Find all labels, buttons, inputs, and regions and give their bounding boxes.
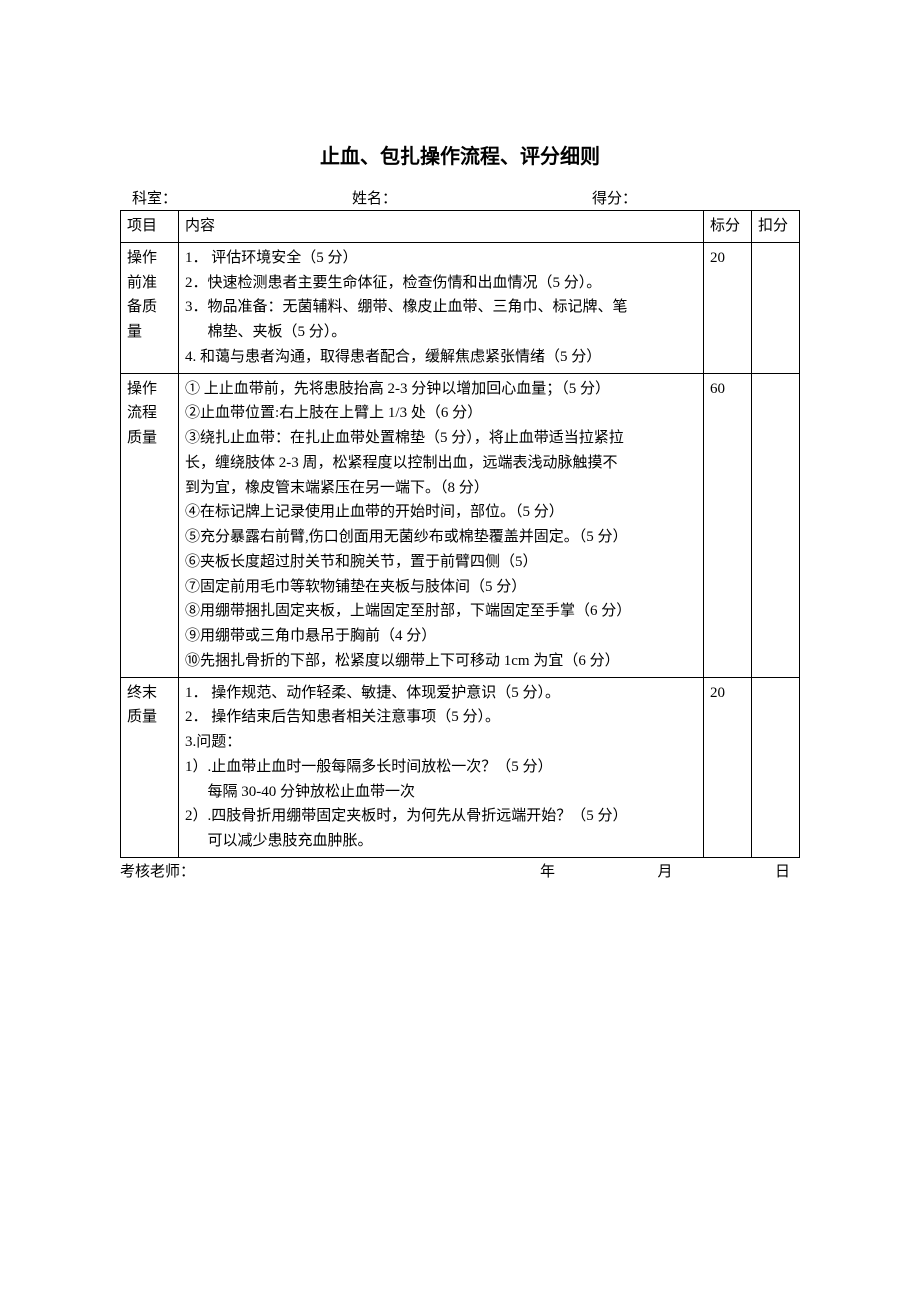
content-line: ⑨用绷带或三角巾悬吊于胸前（4 分） [185, 624, 697, 649]
footer-fields: 考核老师： 年 月 日 [120, 860, 800, 881]
cell-content: ① 上止血带前，先将患肢抬高 2-3 分钟以增加回心血量；（5 分）②止血带位置… [179, 373, 704, 677]
content-line: 1． 操作规范、动作轻柔、敏捷、体现爱护意识（5 分）。 [185, 681, 697, 706]
cell-content: 1． 评估环境安全（5 分）2．快速检测患者主要生命体征，检查伤情和出血情况（5… [179, 242, 704, 373]
cell-deduct [752, 242, 800, 373]
content-line: 2． 操作结束后告知患者相关注意事项（5 分）。 [185, 705, 697, 730]
header-fields: 科室： 姓名： 得分： [120, 187, 800, 208]
table-row: 终末质量1． 操作规范、动作轻柔、敏捷、体现爱护意识（5 分）。2． 操作结束后… [121, 677, 800, 857]
col-header-item: 项目 [121, 211, 179, 243]
content-line: ⑥夹板长度超过肘关节和腕关节，置于前臂四侧（5） [185, 550, 697, 575]
col-header-score: 标分 [704, 211, 752, 243]
content-line: 可以减少患肢充血肿胀。 [185, 829, 697, 854]
table-row: 操作前准备质量1． 评估环境安全（5 分）2．快速检测患者主要生命体征，检查伤情… [121, 242, 800, 373]
content-line: 每隔 30-40 分钟放松止血带一次 [185, 780, 697, 805]
content-line: ① 上止血带前，先将患肢抬高 2-3 分钟以增加回心血量；（5 分） [185, 377, 697, 402]
content-line: ⑧用绷带捆扎固定夹板，上端固定至肘部，下端固定至手掌（6 分） [185, 599, 697, 624]
score-label: 得分： [592, 187, 800, 208]
table-header-row: 项目 内容 标分 扣分 [121, 211, 800, 243]
content-line: 2）.四肢骨折用绷带固定夹板时，为何先从骨折远端开始？（5 分） [185, 804, 697, 829]
document-title: 止血、包扎操作流程、评分细则 [120, 140, 800, 169]
cell-deduct [752, 677, 800, 857]
cell-content: 1． 操作规范、动作轻柔、敏捷、体现爱护意识（5 分）。2． 操作结束后告知患者… [179, 677, 704, 857]
content-line: 长，缠绕肢体 2-3 周，松紧程度以控制出血，远端表浅动脉触摸不 [185, 451, 697, 476]
content-line: 1． 评估环境安全（5 分） [185, 246, 697, 271]
content-line: ⑦固定前用毛巾等软物铺垫在夹板与肢体间（5 分） [185, 575, 697, 600]
scoring-table: 项目 内容 标分 扣分 操作前准备质量1． 评估环境安全（5 分）2．快速检测患… [120, 210, 800, 858]
content-line: 3．物品准备：无菌辅料、绷带、橡皮止血带、三角巾、标记牌、笔 [185, 295, 697, 320]
cell-item: 终末质量 [121, 677, 179, 857]
cell-deduct [752, 373, 800, 677]
content-line: ②止血带位置:右上肢在上臂上 1/3 处（6 分） [185, 401, 697, 426]
content-line: ③绕扎止血带：在扎止血带处置棉垫（5 分），将止血带适当拉紧拉 [185, 426, 697, 451]
date-fields: 年 月 日 [540, 860, 800, 881]
cell-item: 操作流程质量 [121, 373, 179, 677]
table-row: 操作流程质量① 上止血带前，先将患肢抬高 2-3 分钟以增加回心血量；（5 分）… [121, 373, 800, 677]
content-line: 棉垫、夹板（5 分）。 [185, 320, 697, 345]
content-line: 到为宜，橡皮管末端紧压在另一端下。（8 分） [185, 476, 697, 501]
cell-item: 操作前准备质量 [121, 242, 179, 373]
name-label: 姓名： [352, 187, 592, 208]
cell-score: 20 [704, 242, 752, 373]
col-header-content: 内容 [179, 211, 704, 243]
content-line: 4. 和蔼与患者沟通，取得患者配合，缓解焦虑紧张情绪（5 分） [185, 345, 697, 370]
cell-score: 60 [704, 373, 752, 677]
content-line: 2．快速检测患者主要生命体征，检查伤情和出血情况（5 分）。 [185, 271, 697, 296]
content-line: ⑤充分暴露右前臂,伤口创面用无菌纱布或棉垫覆盖并固定。（5 分） [185, 525, 697, 550]
col-header-deduct: 扣分 [752, 211, 800, 243]
content-line: 1）.止血带止血时一般每隔多长时间放松一次？（5 分） [185, 755, 697, 780]
content-line: ⑩先捆扎骨折的下部，松紧度以绷带上下可移动 1cm 为宜（6 分） [185, 649, 697, 674]
examiner-label: 考核老师： [120, 860, 540, 881]
content-line: ④在标记牌上记录使用止血带的开始时间，部位。（5 分） [185, 500, 697, 525]
month-label: 月 [657, 860, 672, 881]
content-line: 3.问题： [185, 730, 697, 755]
day-label: 日 [775, 860, 790, 881]
year-label: 年 [540, 860, 555, 881]
cell-score: 20 [704, 677, 752, 857]
dept-label: 科室： [132, 187, 352, 208]
